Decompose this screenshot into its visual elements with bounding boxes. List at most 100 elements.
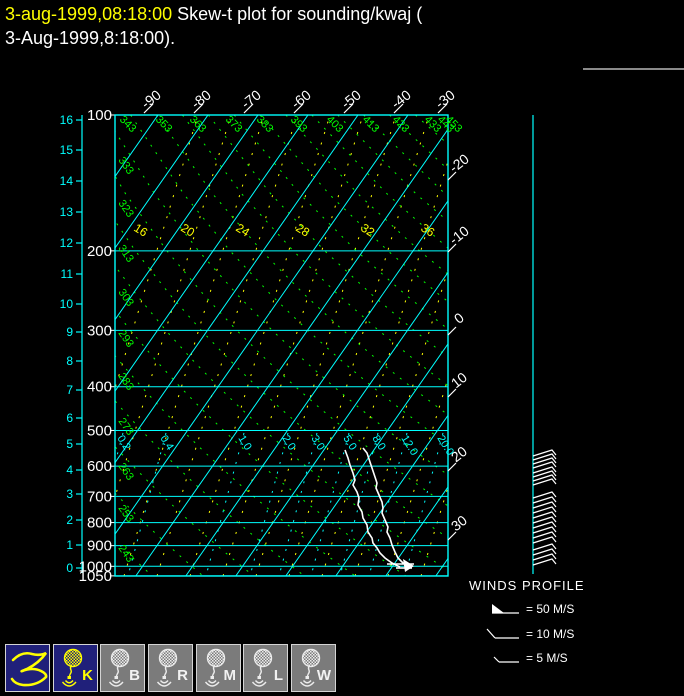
- svg-text:32: 32: [358, 221, 377, 240]
- svg-text:0.2: 0.2: [114, 433, 132, 452]
- toolbar-button-k[interactable]: K: [53, 644, 98, 692]
- toolbar-button-r[interactable]: R: [148, 644, 193, 692]
- svg-text:9: 9: [66, 325, 73, 339]
- toolbar-button-label: K: [82, 667, 93, 684]
- svg-text:30: 30: [448, 512, 470, 534]
- toolbar-button-l[interactable]: L: [243, 644, 288, 692]
- svg-text:100: 100: [87, 107, 112, 124]
- radiosonde-icon: [251, 648, 273, 687]
- svg-text:36: 36: [418, 221, 437, 240]
- svg-text:11: 11: [61, 267, 74, 281]
- svg-text:263: 263: [116, 461, 136, 483]
- svg-text:2: 2: [66, 513, 73, 527]
- toolbar-button-label: B: [129, 667, 140, 684]
- svg-text:13: 13: [60, 205, 74, 219]
- radiosonde-icon: [156, 648, 178, 687]
- toolbar-button-label: W: [316, 667, 331, 684]
- mixing-ratio-stub-lines: [115, 432, 444, 576]
- svg-text:1000: 1000: [79, 558, 112, 575]
- legend-label: = 10 M/S: [526, 627, 575, 641]
- svg-text:2.0: 2.0: [279, 433, 297, 452]
- svg-text:-70: -70: [238, 86, 264, 111]
- radiosonde-icon: [204, 648, 226, 687]
- wind-barb-5-icon: [493, 656, 519, 663]
- temp-labels-top: -90 -80 -70 -60 -50 -40 -30: [138, 86, 458, 114]
- svg-text:15: 15: [60, 143, 74, 157]
- trace-arrow-head: [403, 559, 414, 572]
- svg-text:343: 343: [117, 114, 138, 135]
- title-timestamp: 3-aug-1999,08:18:00: [5, 4, 173, 24]
- svg-text:14: 14: [60, 174, 74, 188]
- toolbar: K B R M: [0, 644, 684, 692]
- wind-flag-50-icon: [492, 604, 519, 614]
- svg-text:16: 16: [131, 221, 150, 240]
- svg-text:28: 28: [293, 221, 312, 240]
- svg-text:7: 7: [66, 383, 73, 397]
- toolbar-button-m[interactable]: M: [196, 644, 241, 692]
- winds-profile-title: WINDS PROFILE: [469, 578, 585, 593]
- svg-text:800: 800: [87, 515, 112, 532]
- window-decoration-line: [583, 68, 684, 70]
- svg-text:373: 373: [223, 114, 244, 135]
- svg-text:1.0: 1.0: [235, 433, 253, 452]
- svg-text:900: 900: [87, 538, 112, 555]
- svg-text:600: 600: [87, 458, 112, 475]
- svg-text:253: 253: [116, 503, 136, 525]
- legend-row-50ms: = 50 M/S: [488, 602, 574, 616]
- svg-text:-90: -90: [138, 86, 164, 111]
- svg-text:0.4: 0.4: [157, 433, 175, 452]
- svg-text:12: 12: [60, 236, 74, 250]
- svg-text:700: 700: [87, 488, 112, 505]
- svg-text:400: 400: [87, 379, 112, 396]
- svg-text:8.0: 8.0: [369, 433, 387, 452]
- svg-text:10: 10: [60, 297, 74, 311]
- svg-text:4: 4: [66, 463, 73, 477]
- svg-text:-30: -30: [432, 86, 458, 111]
- svg-text:8: 8: [66, 354, 73, 368]
- radiosonde-icon: [299, 648, 321, 687]
- toolbar-button-label: M: [223, 667, 237, 684]
- legend-row-10ms: = 10 M/S: [484, 627, 574, 641]
- legend-row-5ms: = 5 M/S: [488, 651, 568, 665]
- legend-label: = 50 M/S: [526, 602, 575, 616]
- svg-text:403: 403: [324, 114, 345, 135]
- svg-text:-20: -20: [446, 150, 472, 175]
- svg-text:3: 3: [66, 487, 73, 501]
- svg-text:0: 0: [66, 561, 73, 575]
- svg-text:500: 500: [87, 422, 112, 439]
- svg-text:10: 10: [448, 369, 470, 391]
- svg-text:200: 200: [87, 243, 112, 260]
- svg-text:1: 1: [66, 538, 73, 552]
- svg-text:303: 303: [116, 287, 136, 309]
- svg-text:413: 413: [360, 114, 381, 135]
- legend-label: = 5 M/S: [526, 651, 568, 665]
- isotherm-lines: [115, 115, 448, 576]
- radiosonde-icon: [61, 648, 83, 687]
- svg-text:0: 0: [451, 309, 467, 327]
- toolbar-button-label: R: [177, 667, 188, 684]
- svg-text:-40: -40: [388, 86, 414, 111]
- plot-border: [114, 114, 449, 577]
- title-text-2: 3-Aug-1999,8:18:00).: [5, 28, 176, 48]
- mixing-ratio-labels: 0.2 0.4 1.0 2.0 3.0 5.0 8.0 12.0 20.0: [114, 433, 456, 458]
- svg-text:5.0: 5.0: [340, 433, 358, 452]
- svg-text:363: 363: [187, 114, 208, 135]
- svg-text:-10: -10: [446, 222, 472, 247]
- svg-text:1050: 1050: [79, 568, 112, 585]
- svg-text:293: 293: [116, 328, 136, 350]
- page-title: 3-aug-1999,08:18:00 Skew-t plot for soun…: [5, 2, 565, 50]
- svg-text:283: 283: [116, 371, 136, 393]
- svg-text:313: 313: [116, 243, 136, 265]
- svg-text:-50: -50: [338, 86, 364, 111]
- toolbar-button-z[interactable]: [5, 644, 50, 692]
- toolbar-button-b[interactable]: B: [100, 644, 145, 692]
- svg-text:6: 6: [66, 411, 73, 425]
- toolbar-button-w[interactable]: W: [291, 644, 336, 692]
- svg-text:-60: -60: [288, 86, 314, 111]
- svg-text:20: 20: [178, 221, 197, 240]
- sounding-traces: [344, 447, 414, 572]
- svg-text:5: 5: [66, 437, 73, 451]
